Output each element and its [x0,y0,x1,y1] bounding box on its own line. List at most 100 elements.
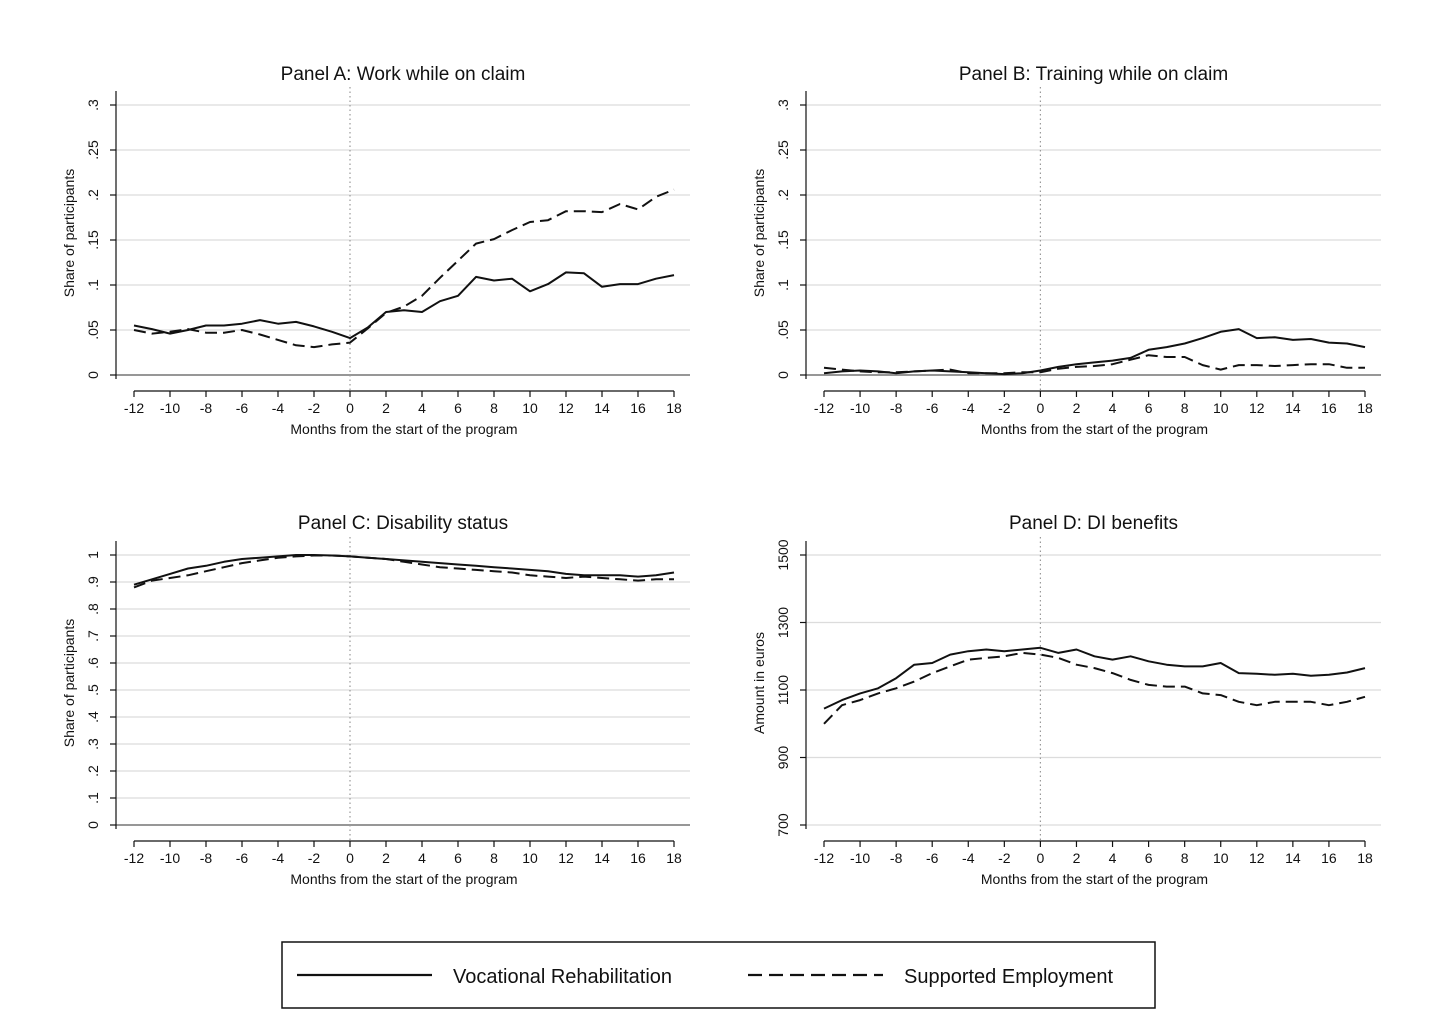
panel-a-x-tick-label: -6 [236,400,249,416]
panel-b-x-tick-label: -12 [814,400,834,416]
panel-b-x-tick-label: 8 [1181,400,1189,416]
panel-b-y-tick-label: .3 [775,99,791,111]
panel-b-y-tick-label: 0 [775,371,791,379]
panel-a-x-tick-label: 2 [382,400,390,416]
panel-c-x-tick-label: 18 [666,850,682,866]
panel-a-series-supported-employment [133,188,675,349]
panel-d-x-tick-label: -6 [926,850,939,866]
panel-d-x-tick-label: 4 [1109,850,1117,866]
panel-a-y-tick-label: .15 [85,230,101,250]
panel-a-x-tick-label: 10 [522,400,538,416]
panel-d-x-tick-label: 6 [1145,850,1153,866]
panel-c-y-tick-label: .6 [85,657,101,669]
panel-c-x-tick-label: 6 [454,850,462,866]
panel-d-x-tick-label: 10 [1213,850,1229,866]
panel-b-y-label: Share of participants [751,169,767,297]
panel-a-y-tick-label: .05 [85,320,101,340]
panel-c-x-tick-label: 2 [382,850,390,866]
panel-d-x-tick-label: 0 [1037,850,1045,866]
panel-b-x-tick-label: 14 [1285,400,1301,416]
panel-b-y-tick-label: .2 [775,189,791,201]
legend-label-vocational: Vocational Rehabilitation [453,966,672,988]
panel-a-x-tick-label: 4 [418,400,426,416]
panel-b-x-tick-label: -4 [962,400,975,416]
panel-d-title: Panel D: DI benefits [1009,513,1178,534]
panel-d-series-vocational-rehabilitation [823,646,1366,710]
panel-b-x-tick-label: 18 [1357,400,1373,416]
panel-a-x-tick-label: -2 [308,400,321,416]
panel-c-x-tick-label: -4 [272,850,285,866]
panel-c-y-tick-label: .7 [85,630,101,642]
panel-c-title: Panel C: Disability status [298,513,508,534]
panel-a-x-tick-label: 18 [666,400,682,416]
panel-b-x-tick-label: 2 [1073,400,1081,416]
panel-c-x-tick-label: -8 [200,850,213,866]
panel-a-x-tick-label: 0 [346,400,354,416]
panel-c-x-tick-label: -10 [160,850,180,866]
panel-c-y-tick-label: .2 [85,765,101,777]
panel-a-title: Panel A: Work while on claim [281,64,526,85]
panel-d-x-tick-label: 16 [1321,850,1337,866]
panel-d-series-supported-employment [823,651,1366,725]
panel-a-x-label: Months from the start of the program [290,421,517,437]
panel-d-y-tick-label: 1100 [775,675,791,705]
panel-b-x-tick-label: 6 [1145,400,1153,416]
panel-c-series-vocational-rehabilitation [133,554,675,586]
panel-d-x-tick-label: -2 [998,850,1011,866]
panel-b-y-tick-label: .1 [775,279,791,291]
panel-d-x-tick-label: -8 [890,850,903,866]
panel-a-x-tick-label: -12 [124,400,144,416]
panel-c-x-tick-label: 8 [490,850,498,866]
panel-c-chart: 0 .1 .2 .3 .4 .5 .6 .7 .8 .9 1 -12 -10 -8 -6 -4 -2 0 2 4 6 8 1… [61,513,690,887]
panel-a-x-tick-label: 16 [630,400,646,416]
panel-a-x-tick-label: -4 [272,400,285,416]
panel-c-x-tick-label: -6 [236,850,249,866]
panel-b-y-tick-label: .05 [775,320,791,340]
panel-d-y-tick-label: 900 [775,746,791,770]
panel-b-series-supported-employment [823,354,1365,375]
panel-d-chart: 700 900 1100 1300 1500 -12 -10 -8 -6 -4 -2 0 2 4 6 8 10 1… [751,513,1381,887]
panel-a-y-tick-label: .1 [85,279,101,291]
panel-a-x-tick-label: -10 [160,400,180,416]
panel-a-x-tick-label: 12 [558,400,574,416]
panel-b-x-tick-label: 16 [1321,400,1337,416]
panel-c-y-label: Share of participants [61,619,77,747]
panel-a-y-tick-label: 0 [85,371,101,379]
panel-c-y-tick-label: .3 [85,738,101,750]
panel-b-x-tick-label: -8 [890,400,903,416]
panel-c-y-tick-label: 0 [85,821,101,829]
panel-b-series-vocational-rehabilitation [823,328,1366,376]
panel-d-x-tick-label: 18 [1357,850,1373,866]
panel-d-x-tick-label: 12 [1249,850,1265,866]
panel-b-chart: 0 .05 .1 .15 .2 .25 .3 -12 -10 -8 -6 -4 -2 0 2 4 6 8 10 12 1… [751,64,1381,437]
panel-b-x-tick-label: -6 [926,400,939,416]
panel-a-y-label: Share of participants [61,169,77,297]
panel-b-y-tick-label: .25 [775,140,791,160]
panel-d-x-tick-label: -12 [814,850,834,866]
panel-b-x-tick-label: -2 [998,400,1011,416]
panel-b-x-tick-label: 4 [1109,400,1117,416]
panel-c-y-tick-label: .9 [85,576,101,588]
panel-c-x-tick-label: 4 [418,850,426,866]
panel-d-y-tick-label: 1500 [775,539,791,570]
panel-c-x-tick-label: -2 [308,850,321,866]
panel-c-x-tick-label: -12 [124,850,144,866]
panel-c-y-tick-label: .5 [85,684,101,696]
panel-c-x-label: Months from the start of the program [290,871,517,887]
panel-c-x-tick-label: 10 [522,850,538,866]
panel-a-x-tick-label: -8 [200,400,213,416]
panel-c-x-tick-label: 0 [346,850,354,866]
panel-d-x-label: Months from the start of the program [981,871,1208,887]
panel-a-x-tick-label: 14 [594,400,610,416]
panel-c-series-supported-employment [133,554,674,589]
panel-a-x-tick-label: 8 [490,400,498,416]
panel-a-y-tick-label: .25 [85,140,101,160]
panel-b-x-tick-label: 0 [1037,400,1045,416]
panel-a-x-tick-label: 6 [454,400,462,416]
panel-d-y-tick-label: 700 [775,813,791,837]
panel-b-y-tick-label: .15 [775,230,791,250]
panel-d-x-tick-label: 2 [1073,850,1081,866]
legend-label-supported: Supported Employment [904,966,1113,988]
panel-a-chart: 0 .05 .1 .15 .2 .25 .3 -12 -10 -8 -6 -4 -2 0 2 4 6 8 10 12 1… [61,64,690,437]
